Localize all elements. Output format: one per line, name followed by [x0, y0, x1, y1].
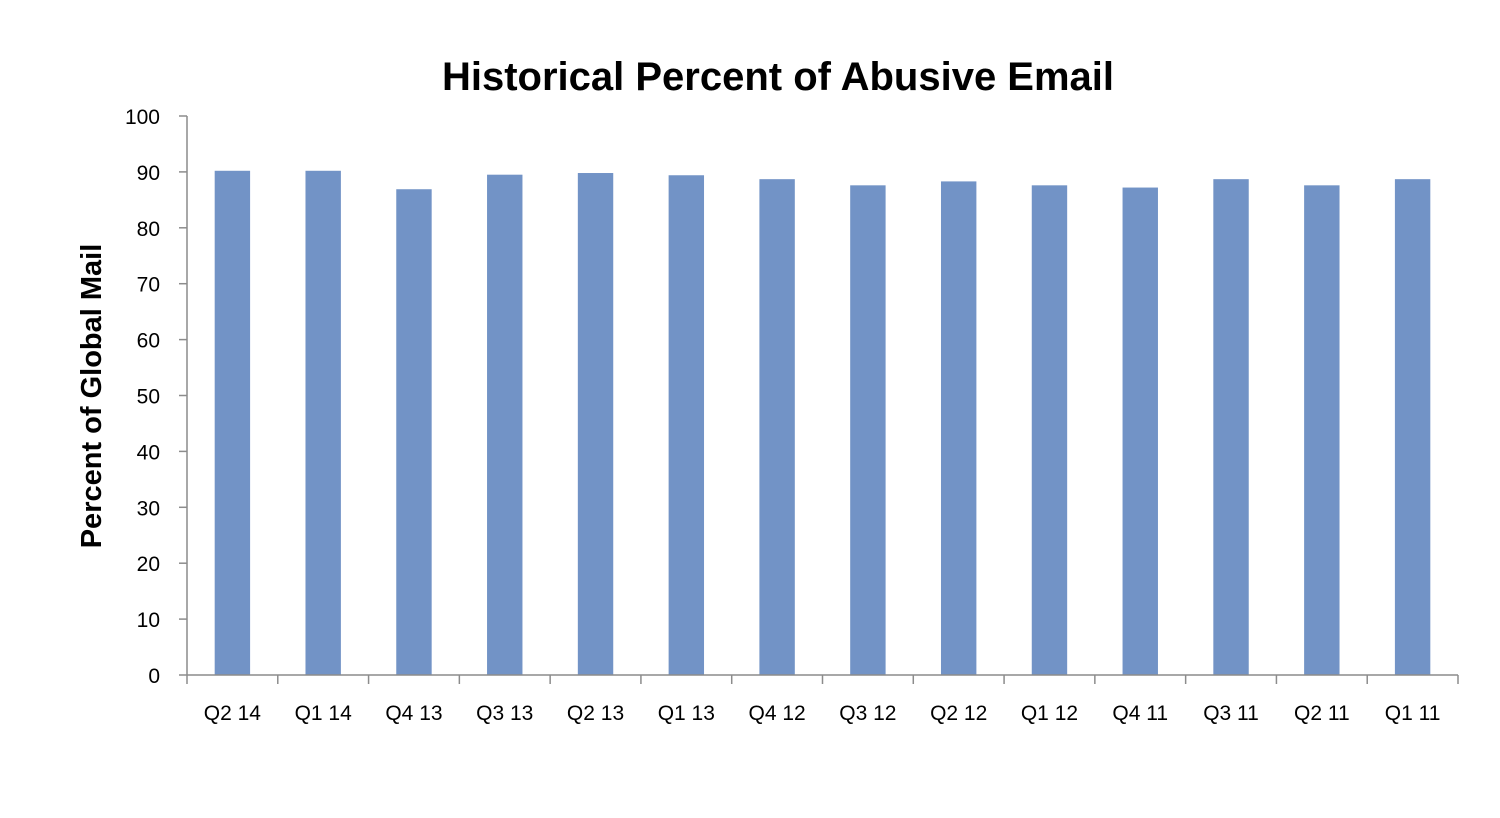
chart-title: Historical Percent of Abusive Email — [442, 55, 1114, 99]
x-tick-label: Q1 14 — [295, 702, 353, 725]
x-tick-label: Q2 13 — [567, 702, 624, 725]
y-tick-label: 50 — [137, 386, 160, 409]
bar — [487, 174, 523, 675]
x-tick-label: Q2 11 — [1294, 702, 1350, 725]
x-tick-label: Q4 12 — [748, 702, 805, 725]
y-tick-label: 10 — [137, 609, 160, 632]
x-tick-label: Q2 12 — [930, 702, 987, 725]
x-tick-label: Q4 11 — [1112, 702, 1168, 725]
bar — [1394, 179, 1431, 676]
bar — [850, 185, 886, 675]
y-tick-label: 80 — [137, 218, 160, 241]
bar — [759, 179, 795, 676]
y-tick-label: 30 — [137, 497, 160, 520]
bar — [1031, 185, 1068, 675]
y-ticks-layer: 0 10 20 30 40 50 60 70 80 90 100 — [125, 106, 187, 688]
bar — [214, 170, 251, 675]
y-tick-label: 70 — [137, 274, 160, 297]
x-tick-label: Q1 13 — [658, 702, 715, 725]
bar — [1213, 179, 1249, 676]
x-tick-label: Q1 12 — [1021, 702, 1078, 725]
bars-layer — [214, 170, 1431, 676]
x-tick-label: Q3 13 — [476, 702, 533, 725]
y-axis-label: Percent of Global Mail — [76, 244, 108, 549]
bar — [668, 175, 705, 675]
x-tick-label: Q2 14 — [204, 702, 262, 725]
x-ticks-layer: Q2 14 Q1 14 Q4 13 Q3 13 Q2 13 Q1 13 Q4 12 Q3 12… — [186, 675, 1459, 725]
x-tick-label: Q1 11 — [1385, 702, 1441, 725]
y-tick-label: 90 — [137, 162, 160, 185]
y-tick-label: 60 — [137, 330, 160, 353]
bar — [577, 173, 614, 675]
bar — [305, 170, 341, 675]
bar — [1122, 187, 1158, 676]
bar — [1304, 185, 1340, 675]
x-tick-label: Q3 12 — [839, 702, 896, 725]
y-tick-label: 40 — [137, 441, 160, 464]
y-tick-label: 0 — [148, 665, 160, 688]
x-tick-label: Q3 11 — [1203, 702, 1259, 725]
axes-layer — [186, 116, 1458, 676]
y-tick-label: 20 — [137, 553, 160, 576]
x-tick-label: Q4 13 — [385, 702, 442, 725]
bar — [940, 181, 977, 675]
y-tick-label: 100 — [125, 106, 160, 129]
bar — [396, 189, 432, 676]
